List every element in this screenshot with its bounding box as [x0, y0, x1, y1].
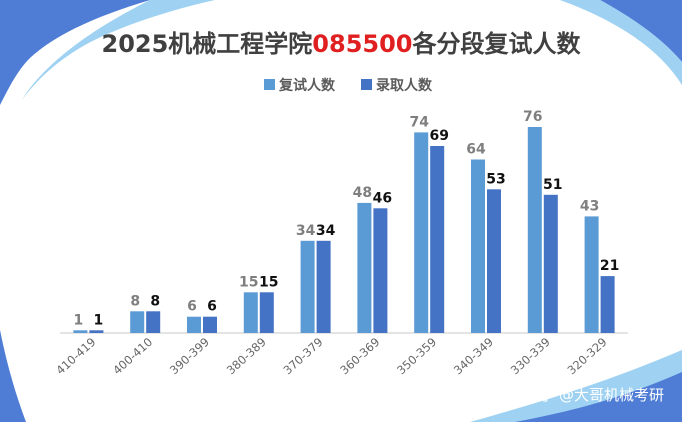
bar-series-b-400-410 — [146, 311, 161, 333]
bar-series-b-410-419 — [89, 330, 104, 333]
data-label-series-a-360-369: 48 — [353, 185, 372, 201]
data-label-series-b-380-389: 15 — [259, 274, 278, 290]
bar-series-a-370-379 — [300, 240, 315, 333]
data-label-series-b-360-369: 46 — [373, 190, 392, 206]
bar-series-b-320-329 — [600, 276, 615, 333]
watermark: 知乎 @大哥机械考研 — [524, 386, 664, 404]
bar-series-a-380-389 — [243, 292, 258, 333]
bar-series-a-350-359 — [414, 132, 429, 333]
x-tick-label-370-379: 370-379 — [281, 335, 326, 378]
data-label-series-b-340-349: 53 — [486, 171, 505, 187]
bars-layer — [73, 127, 615, 333]
frame-top-right-wave-light — [560, 0, 682, 85]
x-tick-label-410-419: 410-419 — [53, 335, 98, 378]
bar-series-a-340-349 — [471, 159, 485, 333]
legend-swatch-series-a — [264, 79, 275, 90]
data-label-series-a-380-389: 15 — [239, 274, 258, 290]
bar-series-a-390-399 — [187, 316, 201, 333]
legend-label-series-b: 录取人数 — [376, 77, 433, 94]
legend-swatch-series-b — [361, 79, 372, 90]
data-label-series-b-370-379: 34 — [316, 223, 336, 239]
chart-title-prefix: 2025机械工程学院 — [102, 30, 313, 58]
legend-label-series-a: 复试人数 — [278, 77, 336, 94]
frame-top-right-wave — [600, 0, 682, 62]
bar-series-a-320-329 — [584, 216, 599, 333]
bar-series-a-330-339 — [527, 127, 542, 333]
x-tick-labels-layer: 410-419 400-410 390-399 380-389 370-379 360-3… — [53, 335, 609, 378]
bar-series-b-360-369 — [373, 208, 388, 333]
bar-series-b-380-389 — [259, 292, 274, 333]
bar-series-b-350-359 — [430, 146, 445, 333]
data-label-series-b-410-419: 1 — [94, 312, 104, 328]
x-tick-label-400-410: 400-410 — [110, 335, 155, 378]
bar-series-a-360-369 — [357, 202, 372, 333]
bar-series-b-390-399 — [203, 316, 217, 333]
frame-top-left-wave — [0, 0, 150, 105]
data-label-series-a-410-419: 1 — [74, 312, 84, 328]
x-tick-label-340-349: 340-349 — [451, 335, 496, 378]
chart-title-suffix: 各分段复试人数 — [412, 30, 582, 58]
bar-series-b-370-379 — [316, 240, 331, 333]
data-label-series-b-320-329: 21 — [600, 258, 619, 274]
frame-bottom-left-wave — [0, 330, 26, 422]
x-tick-label-330-339: 330-339 — [508, 335, 553, 378]
bar-series-b-340-349 — [487, 189, 501, 333]
x-tick-label-350-359: 350-359 — [394, 335, 439, 378]
data-label-series-a-370-379: 34 — [296, 223, 316, 239]
chart-title-highlight: 085500 — [312, 30, 412, 58]
legend: 复试人数 录取人数 — [264, 77, 433, 94]
data-label-series-b-350-359: 69 — [429, 128, 448, 144]
bar-series-a-410-419 — [73, 330, 88, 333]
data-label-series-a-320-329: 43 — [580, 198, 599, 214]
frame-bottom-right-wave — [515, 372, 682, 422]
bar-series-b-330-339 — [543, 194, 558, 333]
x-tick-label-390-399: 390-399 — [167, 335, 212, 378]
data-label-series-b-400-410: 8 — [150, 293, 160, 309]
x-tick-label-360-369: 360-369 — [337, 335, 382, 378]
x-tick-label-380-389: 380-389 — [224, 335, 269, 378]
frame-top-left-wave-light — [22, 0, 215, 100]
data-label-series-a-330-339: 76 — [523, 109, 542, 125]
data-label-series-b-390-399: 6 — [207, 299, 217, 315]
data-label-series-a-340-349: 64 — [466, 142, 486, 158]
chart-title: 2025机械工程学院085500各分段复试人数 — [102, 30, 582, 58]
data-label-series-b-330-339: 51 — [543, 177, 562, 193]
bar-series-a-400-410 — [130, 311, 145, 333]
data-label-series-a-400-410: 8 — [130, 293, 140, 309]
data-label-series-a-390-399: 6 — [187, 299, 197, 315]
data-label-series-a-350-359: 74 — [409, 114, 429, 130]
x-tick-label-320-329: 320-329 — [565, 335, 610, 378]
